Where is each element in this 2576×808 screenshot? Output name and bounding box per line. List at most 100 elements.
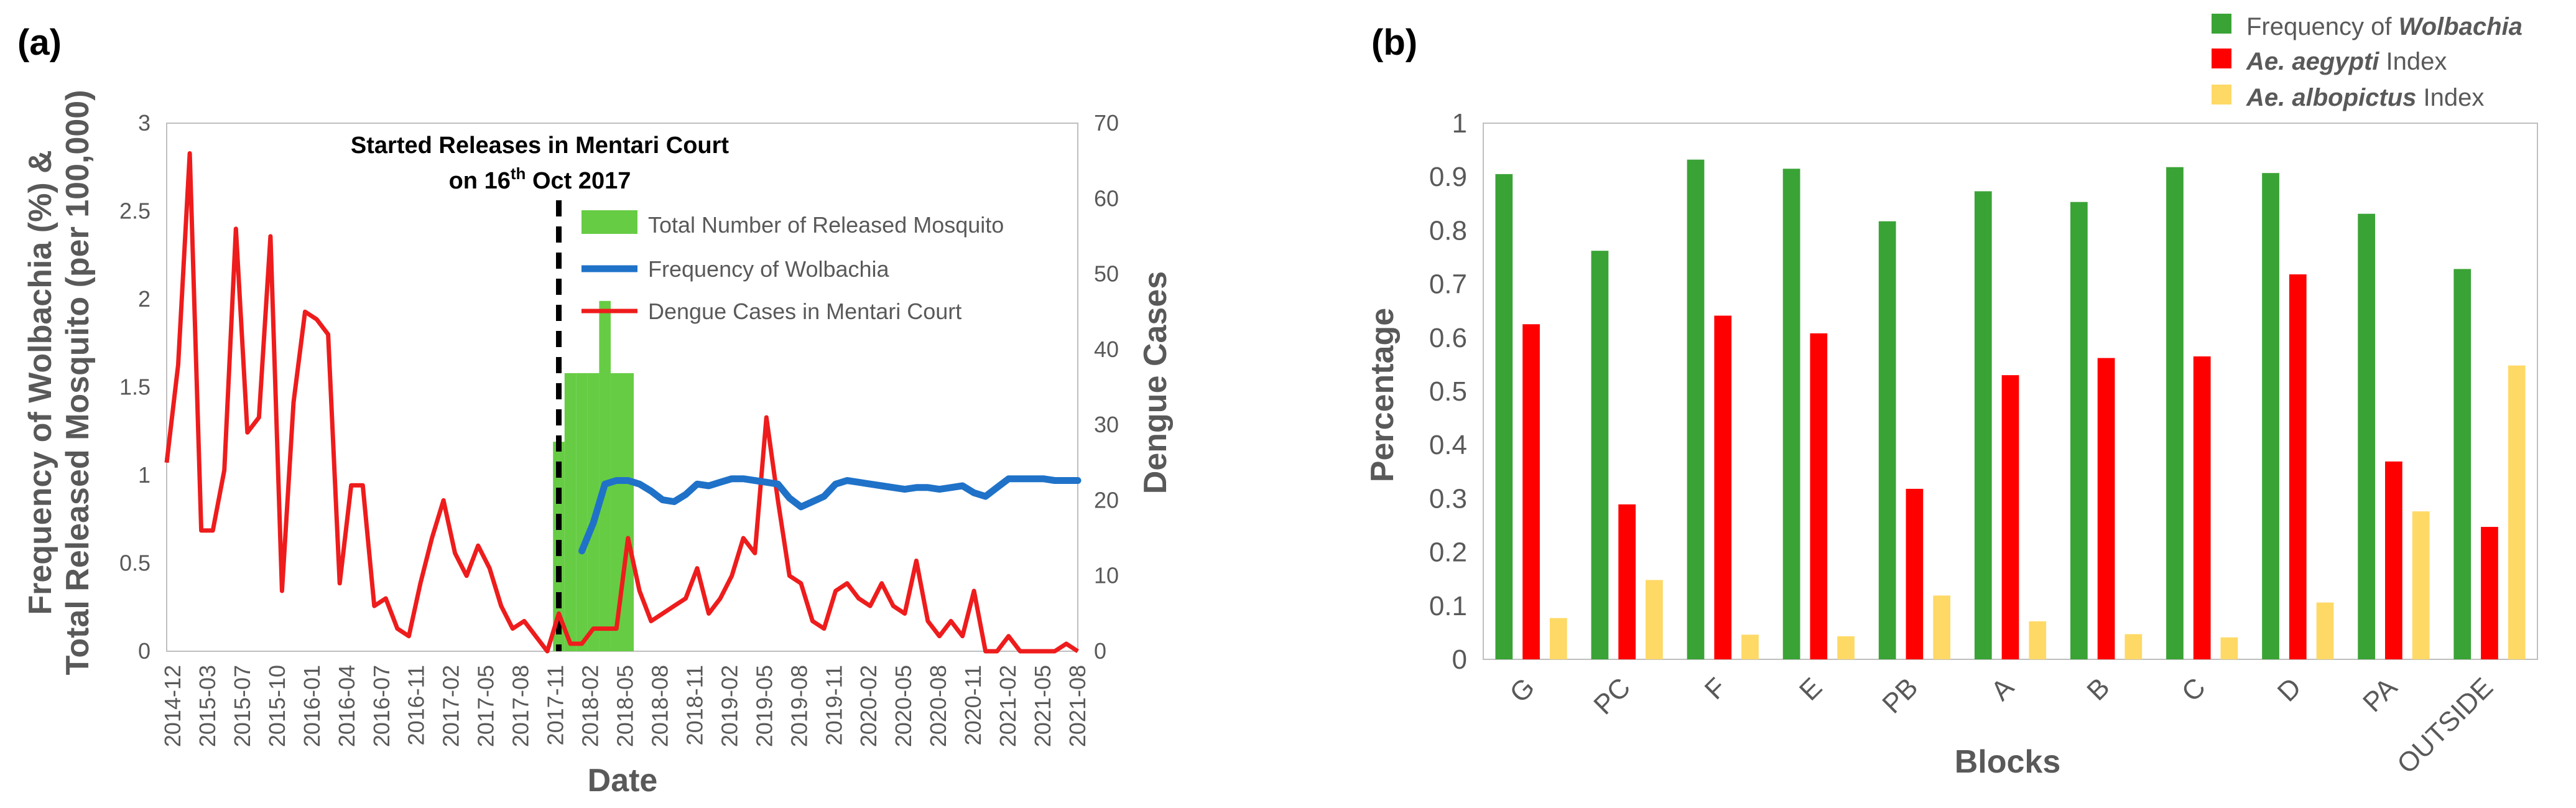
released-mosquito-bar <box>599 300 611 652</box>
legend-label-suffix: Index <box>2416 84 2484 111</box>
panel-b-bar <box>1549 618 1567 659</box>
panel-b-bar <box>1522 324 1540 659</box>
panel-b-legend-swatch <box>2212 85 2231 104</box>
panel-b-bar <box>2384 461 2402 659</box>
panel-b-y-tick-label: 0 <box>1452 644 1467 675</box>
panel-a-x-tick-label: 2017-02 <box>438 665 464 747</box>
panel-a-x-tick-label: 2016-04 <box>334 665 359 747</box>
panel-b-bar <box>1933 595 1951 659</box>
panel-b-plot-area: 0 0.1 0.2 0.3 0.4 0.5 0.6 0.7 0.8 0.9 1 G PC F E PB A B C D… <box>1429 13 2538 779</box>
panel-a-x-tick-label: 2019-02 <box>716 665 742 747</box>
panel-b-legend-label: Frequency of Wolbachia <box>2246 13 2523 40</box>
panel-a-legend-label: Frequency of Wolbachia <box>648 256 890 282</box>
panel-a-right-tick-label: 70 <box>1094 110 1119 136</box>
panel-b-category-label: B <box>2081 672 2115 706</box>
panel-b-bar <box>1974 191 1992 659</box>
release-annotation-line2: on 16th Oct 2017 <box>449 164 631 194</box>
panel-a-right-tick-label: 30 <box>1094 412 1119 437</box>
panel-b-bar <box>1591 251 1609 659</box>
panel-b-category-label: PC <box>1588 672 1636 720</box>
legend-label-species: Ae. albopictus <box>2246 84 2416 111</box>
panel-b-bar <box>1646 580 1663 659</box>
panel-b-category-label: F <box>1699 672 1733 705</box>
panel-a-x-tick-label: 2015-10 <box>264 665 290 747</box>
panel-a-y-axis-title-line2: Total Released Mosquito (per 100,000) <box>60 90 96 675</box>
panel-a-left-tick-label: 0 <box>138 638 151 664</box>
panel-a-x-tick-label: 2020-08 <box>925 665 951 747</box>
panel-a-x-tick-label: 2017-11 <box>543 665 568 745</box>
panel-b-bar <box>2220 637 2238 659</box>
panel-b-y-tick-label: 0.7 <box>1429 269 1467 300</box>
panel-a-x-tick-label: 2020-02 <box>856 665 881 747</box>
panel-b-legend-swatch <box>2212 14 2231 34</box>
panel-a-x-tick-label: 2019-05 <box>751 665 777 747</box>
panel-b-y-tick-label: 0.6 <box>1429 323 1467 353</box>
panel-a-left-tick-label: 2.5 <box>119 198 151 224</box>
legend-label-species: Ae. aegypti <box>2246 48 2379 75</box>
panel-b-category-label: PB <box>1876 672 1924 719</box>
panel-b-bar <box>2412 511 2430 659</box>
panel-a-x-tick-label: 2021-08 <box>1065 665 1090 747</box>
panel-b-y-tick-label: 1 <box>1452 108 1467 139</box>
panel-b-y-tick-label: 0.5 <box>1429 376 1467 407</box>
panel-b-category-label: PA <box>2357 672 2403 718</box>
panel-a-right-tick-label: 20 <box>1094 487 1119 513</box>
released-mosquito-bar <box>576 373 588 651</box>
panel-b-category-label: E <box>1794 672 1828 706</box>
panel-b-bar <box>2289 274 2307 660</box>
panel-a-left-tick-label: 1 <box>138 462 151 488</box>
panel-a-x-tick-label: 2018-11 <box>682 665 707 745</box>
panel-b-bar <box>1714 315 1732 659</box>
panel-b-chart: (b) 0 0.1 0.2 0.3 0.4 0.5 0.6 0.7 0.8 0.9 1 G PC F E PB… <box>1364 13 2538 780</box>
panel-a-x-tick-label: 2016-11 <box>404 665 429 745</box>
panel-b-category-label: OUTSIDE <box>2391 672 2499 779</box>
panel-b-bar <box>2001 375 2019 659</box>
panel-b-bar <box>2124 634 2143 659</box>
panel-a-left-tick-label: 3 <box>138 110 151 136</box>
panel-a-right-axis-title: Dengue Cases <box>1137 271 1174 494</box>
panel-a-x-tick-label: 2020-05 <box>891 665 916 747</box>
panel-a-right-tick-label: 10 <box>1094 563 1119 588</box>
panel-a-x-tick-label: 2015-07 <box>229 665 255 747</box>
panel-b-bar <box>1878 221 1896 660</box>
released-mosquito-bar <box>622 373 634 651</box>
panel-b-bar <box>1618 504 1636 659</box>
panel-b-label: (b) <box>1371 22 1417 63</box>
panel-a-x-tick-label: 2021-02 <box>995 665 1021 747</box>
legend-swatch-released <box>581 210 637 234</box>
release-annotation-date-prefix: on 16 <box>449 168 511 194</box>
panel-a-right-tick-label: 0 <box>1094 638 1106 664</box>
panel-b-bar <box>2193 356 2211 659</box>
panel-b-bar <box>2070 202 2088 659</box>
panel-a-x-tick-label: 2021-05 <box>1030 665 1055 747</box>
panel-b-y-tick-label: 0.1 <box>1429 591 1467 621</box>
panel-a-right-tick-label: 60 <box>1094 185 1119 211</box>
panel-b-bar <box>1906 488 1924 659</box>
panel-b-bar <box>1687 159 1705 660</box>
panel-a-left-tick-label: 1.5 <box>119 374 151 400</box>
panel-a-x-axis-title: Date <box>588 763 658 799</box>
release-annotation-date-suffix: Oct 2017 <box>526 168 631 194</box>
panel-b-y-tick-label: 0.9 <box>1429 162 1467 192</box>
panel-b-y-tick-label: 0.2 <box>1429 537 1467 568</box>
panel-b-bar <box>2453 269 2472 659</box>
released-mosquito-bar <box>564 373 577 651</box>
panel-b-bar <box>2508 365 2526 659</box>
panel-a-x-tick-label: 2018-02 <box>578 665 603 747</box>
panel-b-category-label: C <box>2176 672 2212 707</box>
panel-b-bar <box>1782 169 1800 659</box>
panel-b-y-tick-label: 0.8 <box>1429 215 1467 246</box>
panel-a-y-axis-title-line1: Frequency of Wolbachia (%) & <box>22 150 58 615</box>
panel-b-category-label: G <box>1504 672 1541 708</box>
panel-b-bar <box>1837 636 1855 659</box>
panel-b-bar <box>2481 527 2498 659</box>
panel-b-y-tick-label: 0.3 <box>1429 483 1467 514</box>
legend-label-prefix: Frequency of <box>2246 13 2399 40</box>
panel-b-bar <box>2029 621 2047 659</box>
panel-a-x-tick-label: 2020-11 <box>960 665 986 745</box>
wolbachia-frequency-line <box>578 475 1082 555</box>
panel-a-x-tick-label: 2019-11 <box>821 665 846 745</box>
released-mosquito-bar <box>610 373 623 651</box>
